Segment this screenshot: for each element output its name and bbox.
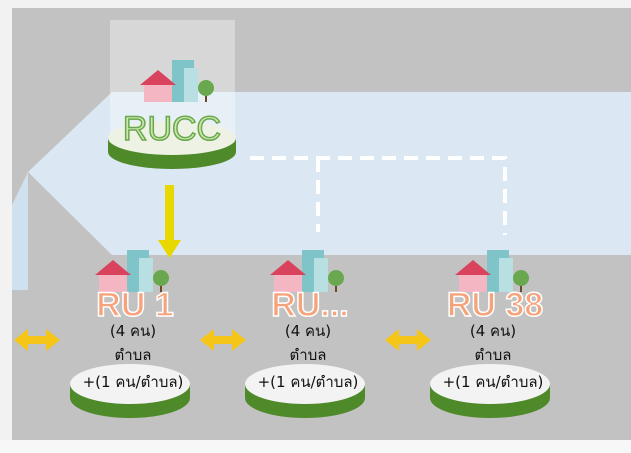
- roof: [270, 260, 306, 275]
- building-icon: [455, 250, 529, 292]
- node: RU 1(4 คน) ตำบล +(1 คน/ตำบล): [70, 250, 190, 418]
- node-text: (4 คน): [470, 322, 516, 340]
- node: RU...(4 คน) ตำบล +(1 คน/ตำบล): [245, 250, 365, 418]
- down-arrow: [158, 185, 181, 258]
- house: [99, 274, 127, 292]
- house: [144, 84, 172, 102]
- arrow-edge: [12, 172, 28, 290]
- tower-side: [314, 258, 328, 292]
- node-text: +(1 คน/ตำบล): [443, 373, 544, 391]
- house: [274, 274, 302, 292]
- node-text: ตำบล: [115, 346, 152, 364]
- hub: RUCC: [108, 60, 236, 169]
- tree: [198, 80, 214, 96]
- platform-top: [245, 364, 365, 404]
- hub-label: RUCC: [123, 110, 221, 148]
- platform-top: [70, 364, 190, 404]
- node-text: ตำบล: [290, 346, 327, 364]
- dashed-link: [250, 156, 507, 235]
- tower-side: [499, 258, 513, 292]
- platform-top: [430, 364, 550, 404]
- node: RU 38(4 คน) ตำบล +(1 คน/ตำบล): [430, 250, 550, 418]
- trunk: [205, 96, 207, 102]
- trunk: [160, 286, 162, 292]
- building-icon: [270, 250, 344, 292]
- node-label: RU 1: [96, 286, 173, 324]
- tree: [513, 270, 529, 286]
- tower-side: [184, 68, 198, 102]
- roof: [455, 260, 491, 275]
- trunk: [520, 286, 522, 292]
- node-text: +(1 คน/ตำบล): [83, 373, 184, 391]
- node-text: (4 คน): [110, 322, 156, 340]
- roof: [140, 70, 176, 85]
- tree: [153, 270, 169, 286]
- tower-side: [139, 258, 153, 292]
- building-icon: [95, 250, 169, 292]
- house: [459, 274, 487, 292]
- node-label: RU 38: [447, 286, 543, 324]
- tree: [328, 270, 344, 286]
- top-strip: [0, 0, 631, 8]
- left-strip: [0, 0, 12, 453]
- double-arrows: [14, 329, 431, 351]
- node-text: ตำบล: [475, 346, 512, 364]
- bottom-strip: [0, 440, 631, 453]
- roof: [95, 260, 131, 275]
- node-text: (4 คน): [285, 322, 331, 340]
- building-icon: [140, 60, 214, 102]
- node-text: +(1 คน/ตำบล): [258, 373, 359, 391]
- trunk: [335, 286, 337, 292]
- node-label: RU...: [271, 286, 348, 324]
